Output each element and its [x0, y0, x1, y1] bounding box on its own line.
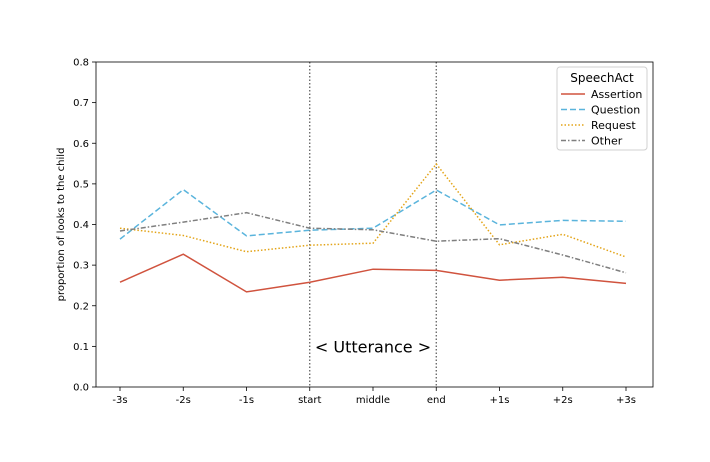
x-tick-label: end	[427, 395, 446, 406]
legend-label-request: Request	[591, 119, 636, 132]
legend-label-assertion: Assertion	[591, 88, 642, 101]
x-tick-label: +1s	[490, 395, 510, 406]
series-line-question	[119, 188, 627, 240]
y-tick-label: 0.6	[73, 139, 89, 150]
y-tick-label: 0.4	[73, 220, 89, 231]
x-tick-label: start	[298, 395, 321, 406]
utterance-annotation: < Utterance >	[315, 337, 431, 356]
x-tick-label: -2s	[176, 395, 191, 406]
y-tick-label: 0.3	[73, 261, 89, 272]
series-line-assertion	[119, 253, 627, 293]
legend-label-question: Question	[591, 104, 640, 117]
y-axis-label: proportion of looks to the child	[56, 148, 67, 302]
y-tick-label: 0.5	[73, 179, 89, 190]
y-tick-label: 0.8	[73, 58, 89, 69]
legend-title: SpeechAct	[570, 71, 634, 85]
x-tick-label: +3s	[616, 395, 636, 406]
x-tick-label: -1s	[239, 395, 254, 406]
legend-label-other: Other	[591, 135, 623, 148]
legend: SpeechAct Assertion Question Request Other	[556, 66, 648, 151]
utterance-boundary-lines	[309, 62, 437, 387]
x-tick-label: -3s	[112, 395, 127, 406]
legend-box	[556, 66, 648, 151]
y-axis: 0.0 0.1 0.2 0.3 0.4 0.5 0.6 0.7 0.8	[73, 58, 96, 394]
y-tick-label: 0.7	[73, 98, 89, 109]
series-line-request	[119, 162, 627, 258]
x-tick-label: middle	[356, 395, 390, 406]
y-tick-label: 0.0	[73, 383, 89, 394]
x-tick-label: +2s	[553, 395, 573, 406]
series-line-other	[119, 211, 627, 274]
y-tick-label: 0.1	[73, 342, 89, 353]
x-axis: -3s -2s -1s start middle end +1s +2s +3s	[112, 387, 636, 406]
series-lines	[119, 162, 627, 293]
y-tick-label: 0.2	[73, 301, 89, 312]
